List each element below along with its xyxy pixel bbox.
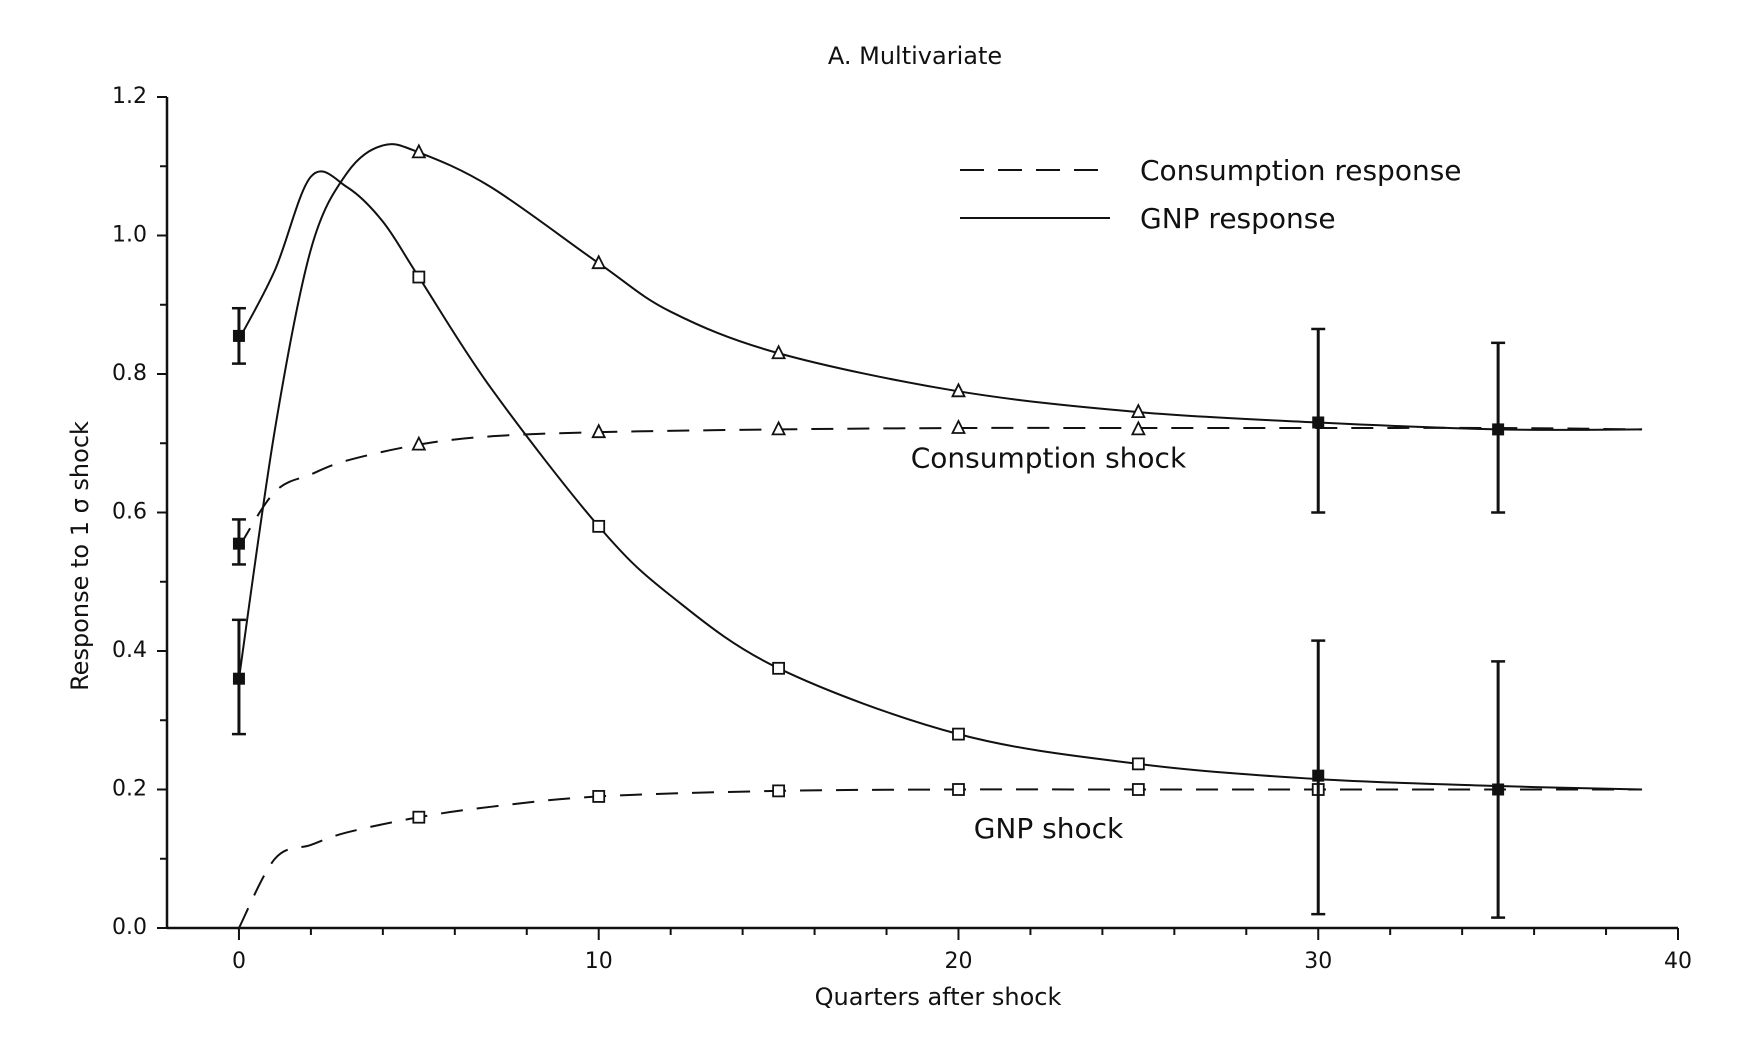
triangle-marker — [591, 423, 607, 439]
series-line-1 — [237, 143, 1643, 679]
y-tick-label: 1.0 — [112, 223, 147, 248]
markers-layer — [411, 143, 1325, 824]
series-line-2 — [238, 426, 1643, 548]
x-tick-label: 40 — [1664, 949, 1692, 974]
series-layer — [237, 143, 1643, 929]
triangle-marker — [771, 420, 787, 436]
series-line-3 — [238, 170, 1643, 791]
x-ticks: 0 10 20 30 40 — [232, 928, 1692, 974]
error-point — [232, 537, 245, 550]
y-ticks: 0.0 0.2 0.4 0.6 0.8 1.0 1.2 — [112, 84, 167, 940]
square-marker — [772, 784, 785, 798]
error-point — [232, 672, 245, 685]
error-point — [1312, 769, 1325, 782]
axes — [165, 97, 1678, 930]
y-tick-label: 0.2 — [112, 777, 147, 802]
triangle-marker — [411, 143, 427, 159]
annotation-consumption-shock: Consumption shock — [911, 441, 1187, 474]
chart-title: A. Multivariate — [828, 42, 1002, 70]
y-tick-label: 0.8 — [112, 361, 147, 386]
square-marker — [412, 810, 426, 824]
x-tick-label: 30 — [1304, 949, 1332, 974]
x-axis-label: Quarters after shock — [815, 983, 1062, 1011]
error-point — [1492, 423, 1505, 436]
error-point — [1312, 416, 1325, 429]
y-tick-label: 1.2 — [112, 84, 147, 109]
y-tick-label: 0.4 — [112, 638, 147, 663]
annotation-gnp-shock: GNP shock — [974, 812, 1124, 845]
triangle-marker — [1130, 420, 1146, 436]
triangle-marker — [591, 254, 607, 270]
error-point — [232, 329, 245, 342]
square-marker — [952, 783, 965, 796]
x-tick-label: 10 — [585, 949, 613, 974]
square-marker — [592, 519, 606, 533]
square-marker — [952, 727, 965, 741]
triangle-marker — [771, 344, 787, 360]
legend-label-gnp: GNP response — [1140, 202, 1336, 235]
legend: Consumption response GNP response — [960, 154, 1462, 235]
x-tick-label: 0 — [232, 949, 246, 974]
square-marker — [412, 270, 426, 284]
series-line-4 — [238, 788, 1643, 929]
y-tick-label: 0.6 — [112, 500, 147, 525]
triangle-marker — [411, 435, 427, 451]
triangle-marker — [1130, 403, 1146, 418]
error-bars — [231, 306, 1506, 919]
square-marker — [592, 790, 606, 803]
y-axis-label: Response to 1 σ shock — [66, 421, 94, 691]
error-point — [1492, 783, 1505, 796]
square-marker — [1131, 757, 1145, 771]
y-tick-label: 0.0 — [112, 915, 147, 940]
legend-label-consumption: Consumption response — [1140, 154, 1462, 187]
triangle-marker — [951, 382, 966, 398]
x-tick-label: 20 — [944, 949, 972, 974]
square-marker — [1131, 783, 1145, 796]
square-marker — [772, 661, 785, 675]
triangle-marker — [951, 419, 966, 434]
